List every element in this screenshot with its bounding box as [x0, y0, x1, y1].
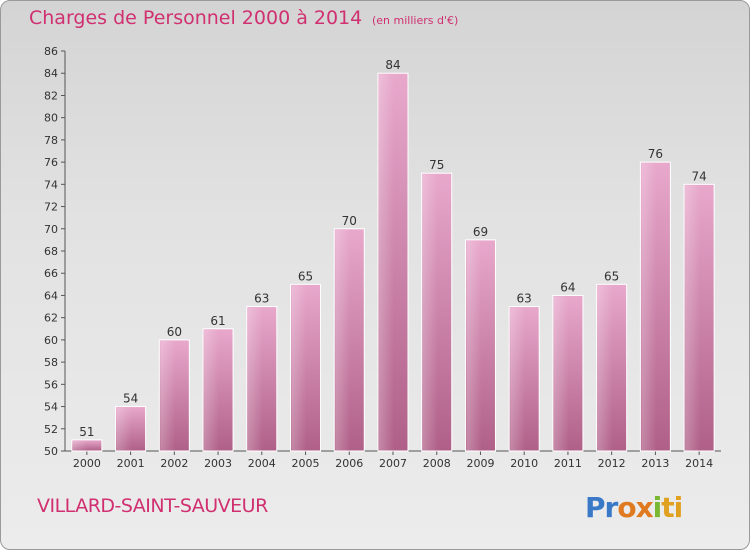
y-tick-label: 68 [44, 245, 58, 258]
bar-value-label: 84 [385, 58, 400, 72]
bar-value-label: 76 [648, 147, 663, 161]
x-tick-label: 2010 [510, 457, 538, 470]
x-tick-label: 2007 [379, 457, 407, 470]
bar-highlight [116, 407, 132, 451]
bar-highlight [597, 285, 613, 451]
y-tick-label: 72 [44, 201, 58, 214]
x-tick-label: 2002 [160, 457, 188, 470]
x-tick-label: 2008 [423, 457, 451, 470]
bar-value-label: 70 [342, 214, 357, 228]
x-tick-label: 2011 [554, 457, 582, 470]
proxiti-logo[interactable]: Proxiti [585, 491, 683, 524]
y-tick-label: 64 [44, 289, 58, 302]
chart-title: Charges de Personnel 2000 à 2014 [29, 7, 363, 29]
y-tick-label: 74 [44, 178, 58, 191]
bar-value-label: 63 [254, 292, 269, 306]
bar-highlight [291, 285, 307, 451]
y-tick-label: 54 [44, 401, 58, 414]
bar-value-label: 75 [429, 158, 444, 172]
bar-highlight [72, 440, 88, 451]
y-tick-label: 70 [44, 223, 58, 236]
y-tick-label: 66 [44, 267, 58, 280]
bar-highlight [247, 307, 263, 451]
bar-value-label: 64 [560, 280, 575, 294]
x-tick-label: 2006 [335, 457, 363, 470]
bar-value-label: 69 [473, 225, 488, 239]
bar-highlight [685, 185, 701, 452]
x-tick-label: 2003 [204, 457, 232, 470]
bar-value-label: 74 [691, 169, 706, 183]
bar-highlight [466, 240, 482, 451]
y-tick-label: 82 [44, 89, 58, 102]
y-tick-label: 80 [44, 112, 58, 125]
x-tick-label: 2004 [248, 457, 276, 470]
bar-value-label: 65 [298, 269, 313, 283]
logo-letters: ox [617, 491, 653, 524]
bar-value-label: 60 [167, 325, 182, 339]
y-tick-label: 60 [44, 334, 58, 347]
x-axis: 2000 2001 2002 2003 2004 2005 2006 2007 2008 2009… [65, 450, 721, 470]
bar-highlight [422, 174, 438, 451]
y-tick-label: 50 [44, 445, 58, 458]
y-tick-label: 86 [44, 45, 58, 58]
bars: 51 54 60 61 63 65 70 84 75 69 63 64 65 76 74 [71, 58, 715, 452]
y-tick-label: 56 [44, 378, 58, 391]
bar-highlight [204, 329, 220, 451]
bar-value-label: 65 [604, 269, 619, 283]
bar-highlight [379, 74, 394, 451]
y-tick-label: 52 [44, 423, 58, 436]
y-tick-label: 76 [44, 156, 58, 169]
x-tick-label: 2009 [466, 457, 494, 470]
y-tick-label: 62 [44, 312, 58, 325]
x-tick-label: 2005 [292, 457, 320, 470]
bar-highlight [160, 340, 176, 451]
x-tick-label: 2013 [641, 457, 669, 470]
bar-highlight [335, 229, 351, 451]
commune-name: VILLARD-SAINT-SAUVEUR [37, 495, 268, 517]
bar-highlight [641, 163, 657, 451]
logo-letters: Pr [585, 491, 618, 524]
bar-highlight [510, 307, 526, 451]
x-tick-label: 2014 [685, 457, 713, 470]
chart-subtitle: (en milliers d'€) [372, 14, 459, 27]
x-tick-label: 2001 [117, 457, 145, 470]
bar-value-label: 54 [123, 392, 138, 406]
y-tick-label: 84 [44, 67, 58, 80]
x-tick-label: 2000 [73, 457, 101, 470]
bar-highlight [553, 296, 569, 451]
logo-letters: i [652, 491, 663, 524]
bar-value-label: 61 [210, 314, 225, 328]
bar-value-label: 51 [79, 425, 94, 439]
bar-value-label: 63 [517, 292, 532, 306]
y-tick-label: 58 [44, 356, 58, 369]
y-tick-label: 78 [44, 134, 58, 147]
y-axis: 50 52 54 56 58 60 62 64 66 68 70 72 74 76 78 80 82 84 86 [44, 45, 66, 458]
logo-letters: ti [661, 491, 683, 524]
x-tick-label: 2012 [598, 457, 626, 470]
